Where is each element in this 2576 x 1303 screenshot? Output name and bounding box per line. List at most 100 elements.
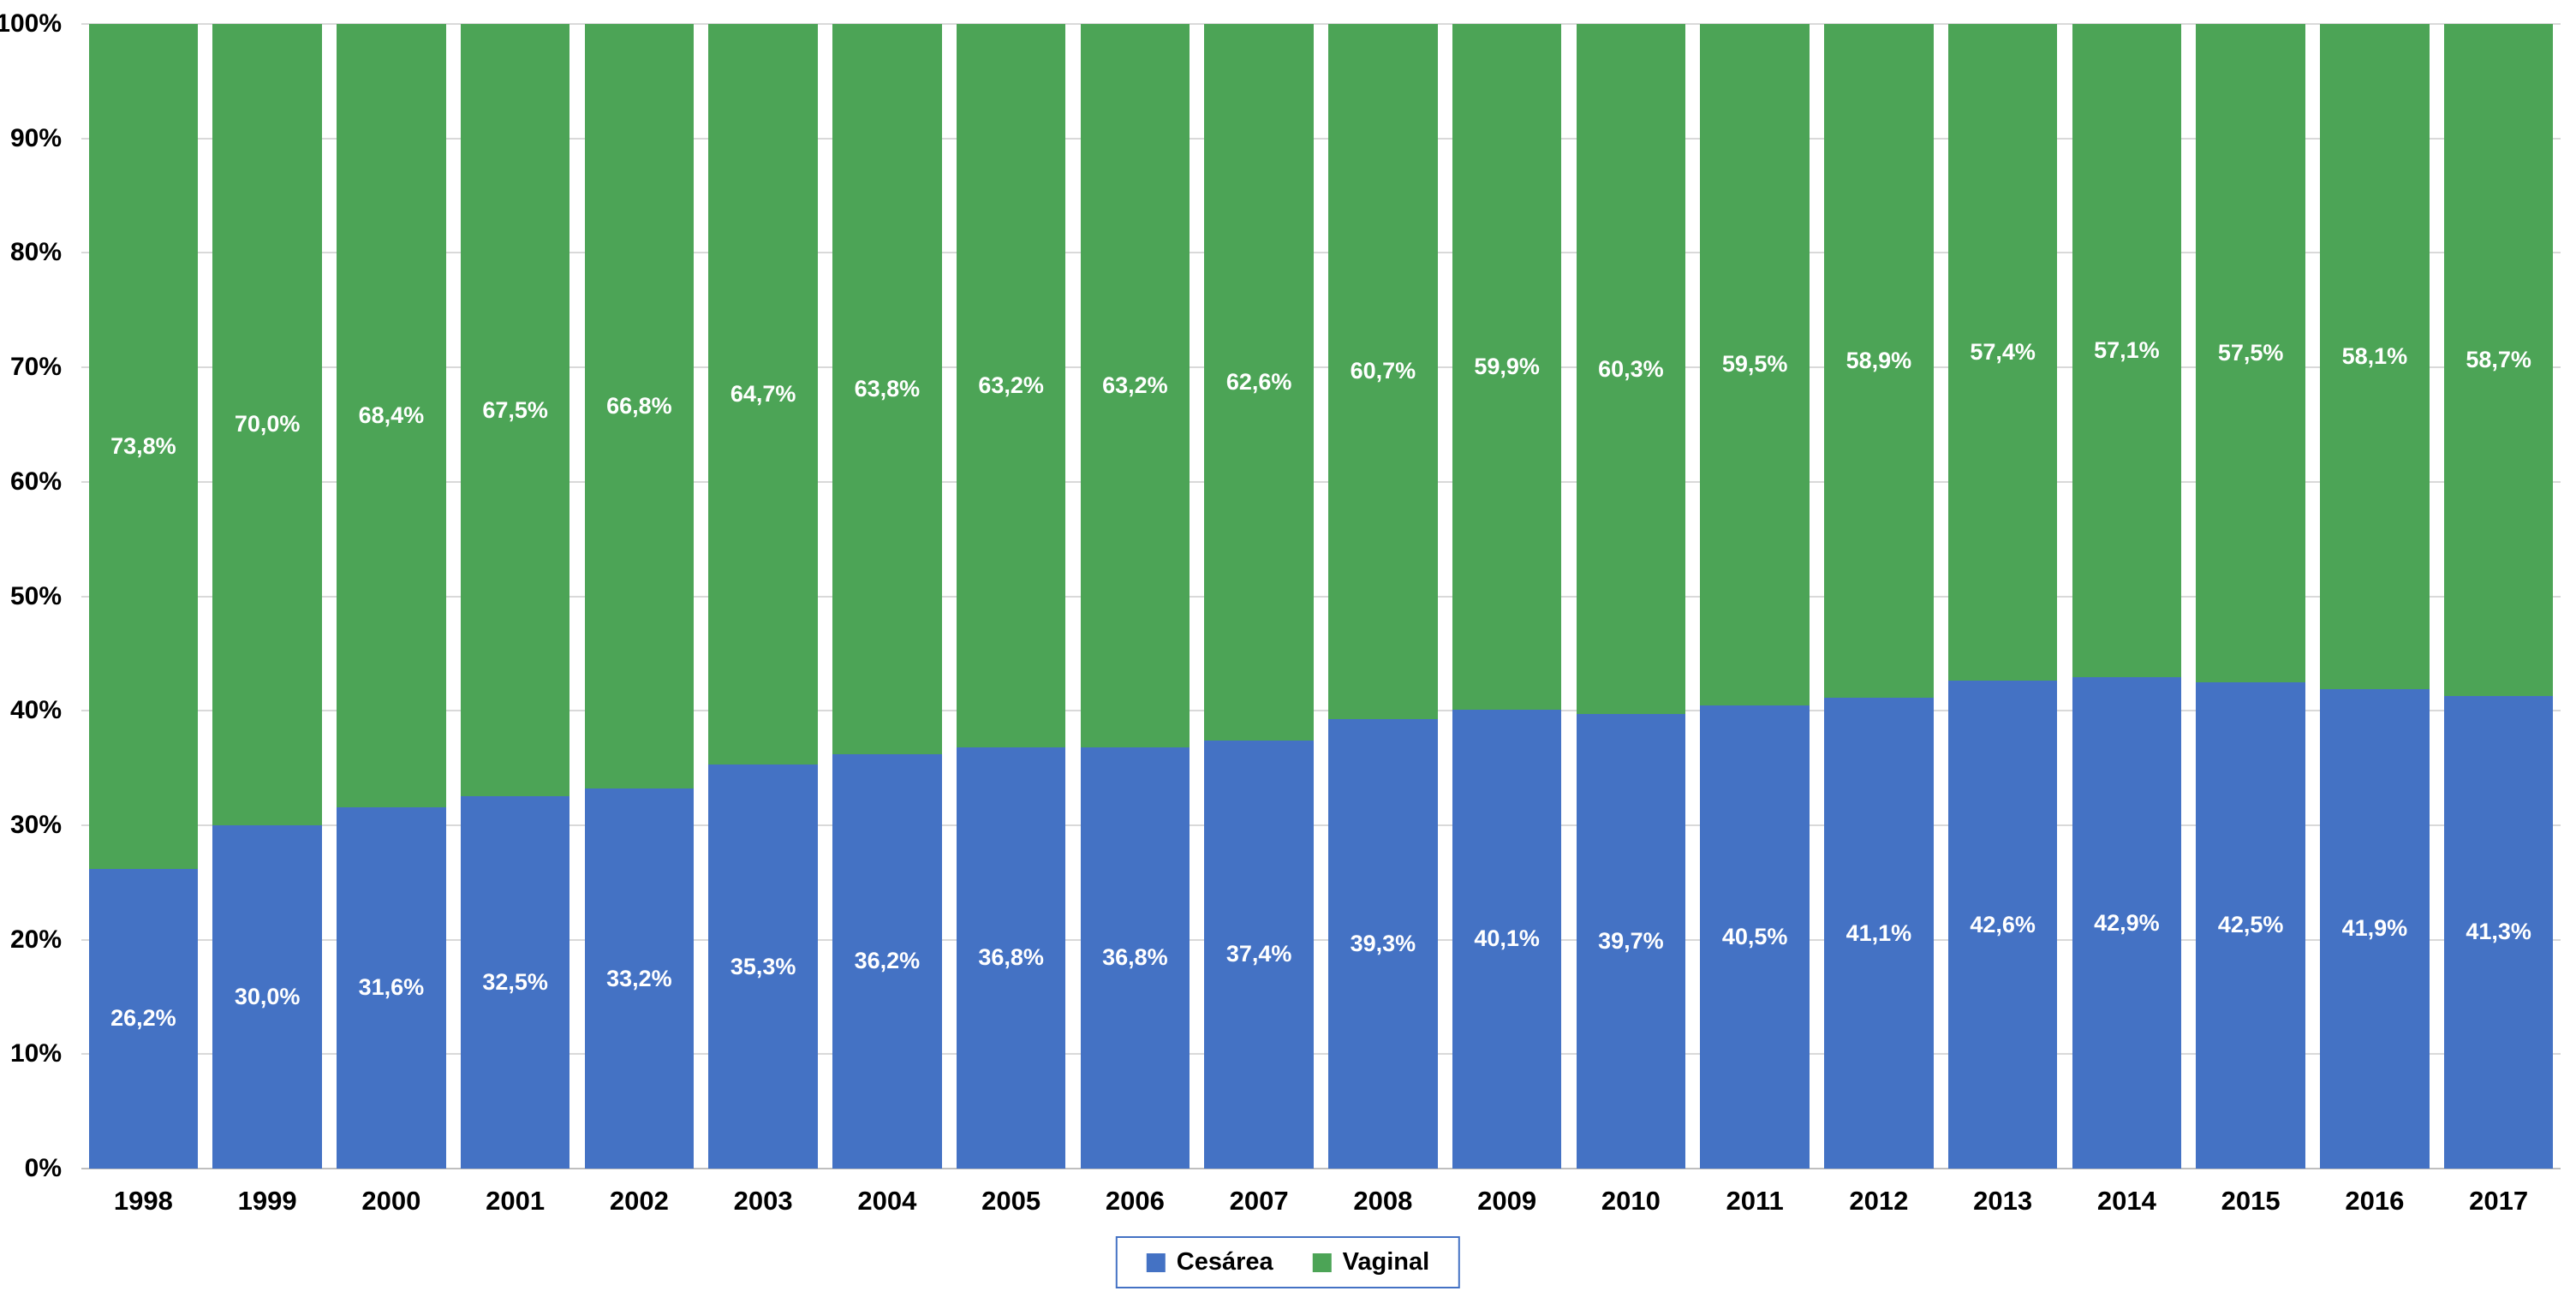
bar-value-label: 62,6% [1225, 368, 1292, 395]
bar-value-label: 42,9% [2094, 909, 2160, 936]
legend-label-cesarea: Cesárea [1176, 1248, 1273, 1276]
bar-value-label: 37,4% [1225, 941, 1292, 967]
bar-value-label: 68,4% [358, 402, 425, 428]
x-axis-label: 2006 [1105, 1186, 1165, 1216]
bar: 63,2% 36,8% [1073, 24, 1197, 1169]
bar-segment-cesarea: 42,9% [2072, 677, 2182, 1169]
x-axis-label: 2014 [2096, 1186, 2156, 1216]
bar: 57,1% 42,9% [2065, 24, 2189, 1169]
y-axis-label: 10% [9, 1039, 62, 1068]
bar-value-label: 36,8% [1102, 944, 1168, 971]
plot-area: 73,8% 26,2% 70,0% 30,0% 68,4% 31,6% 67,5% 32,5%… [81, 23, 2561, 1169]
y-axis-label: 60% [9, 467, 62, 496]
x-axis-label: 2005 [981, 1186, 1041, 1216]
bar: 58,7% 41,3% [2436, 24, 2561, 1169]
x-axis: 1998 1999 2000 2001 2002 2003 2004 2005 2006 2007… [81, 1186, 2561, 1217]
bar-value-label: 30,0% [234, 983, 301, 1009]
bar: 59,9% 40,1% [1445, 24, 1569, 1169]
y-axis-label: 100% [0, 9, 62, 38]
x-axis-label: 2008 [1353, 1186, 1413, 1216]
x-axis-label: 1998 [113, 1186, 173, 1216]
bar: 60,7% 39,3% [1321, 24, 1446, 1169]
bar-segment-vaginal: 59,9% [1452, 24, 1562, 710]
x-axis-label: 2010 [1601, 1186, 1661, 1216]
bar-segment-cesarea: 32,5% [460, 796, 570, 1169]
bar-value-label: 41,1% [1846, 919, 1912, 946]
bar-value-label: 64,7% [730, 381, 796, 408]
bar-segment-vaginal: 57,5% [2196, 24, 2305, 682]
bar-segment-vaginal: 57,1% [2072, 24, 2182, 678]
y-axis-label: 40% [9, 696, 62, 725]
x-axis-label: 2009 [1477, 1186, 1537, 1216]
bar-segment-vaginal: 73,8% [88, 24, 199, 869]
bar-value-label: 63,2% [1102, 372, 1168, 398]
bar-segment-vaginal: 58,1% [2320, 24, 2430, 689]
bar-value-label: 40,5% [1721, 923, 1788, 949]
y-axis-label: 90% [9, 123, 62, 152]
bar-value-label: 41,3% [2466, 919, 2531, 945]
bar-segment-cesarea: 39,3% [1328, 718, 1438, 1169]
bar-value-label: 67,5% [482, 396, 548, 423]
legend-swatch-cesarea [1146, 1252, 1166, 1272]
bar-segment-vaginal: 66,8% [584, 24, 695, 789]
bar-value-label: 41,9% [2341, 915, 2408, 942]
bar-value-label: 60,7% [1350, 358, 1416, 384]
gridline [81, 252, 2561, 254]
bar-value-label: 63,2% [978, 372, 1044, 398]
bar-value-label: 42,6% [1970, 911, 2036, 937]
bar-value-label: 59,9% [1474, 353, 1540, 379]
x-axis-label: 2004 [857, 1186, 917, 1216]
x-axis-label: 2015 [2221, 1186, 2281, 1216]
bar: 58,1% 41,9% [2313, 24, 2437, 1169]
y-axis-label: 30% [9, 810, 62, 839]
bar: 66,8% 33,2% [577, 24, 701, 1169]
x-axis-label: 2016 [2345, 1186, 2405, 1216]
bar-segment-cesarea: 33,2% [584, 788, 695, 1169]
y-axis-label: 20% [9, 925, 62, 954]
legend-item-cesarea: Cesárea [1146, 1248, 1273, 1276]
bar-segment-cesarea: 40,1% [1452, 709, 1562, 1169]
bar: 63,2% 36,8% [949, 24, 1073, 1169]
gridlines [81, 23, 2561, 1169]
bar: 64,7% 35,3% [701, 24, 826, 1169]
bar-value-label: 35,3% [730, 953, 796, 979]
bar-value-label: 36,2% [854, 948, 921, 974]
y-axis-label: 70% [9, 353, 62, 382]
bar: 63,8% 36,2% [826, 24, 950, 1169]
bar-segment-vaginal: 63,2% [956, 24, 1066, 747]
bar: 67,5% 32,5% [453, 24, 577, 1169]
bar-value-label: 63,8% [854, 376, 921, 402]
bar-value-label: 57,1% [2094, 337, 2160, 364]
gridline [81, 824, 2561, 826]
bar-value-label: 58,7% [2466, 346, 2531, 372]
bar: 68,4% 31,6% [330, 24, 454, 1169]
legend-label-vaginal: Vaginal [1342, 1248, 1430, 1276]
bar-value-label: 58,1% [2341, 342, 2408, 369]
gridline [81, 366, 2561, 369]
y-axis-label: 80% [9, 238, 62, 267]
bar-segment-vaginal: 59,5% [1700, 24, 1810, 705]
bar: 59,5% 40,5% [1693, 24, 1817, 1169]
x-axis-label: 2013 [1973, 1186, 2033, 1216]
bar-segment-cesarea: 41,1% [1824, 698, 1934, 1169]
x-axis-label: 2001 [486, 1186, 546, 1216]
legend-item-vaginal: Vaginal [1312, 1248, 1430, 1276]
bar-value-label: 26,2% [110, 1005, 176, 1032]
gridline [81, 137, 2561, 140]
bar-segment-vaginal: 68,4% [337, 24, 446, 807]
bar-segment-cesarea: 35,3% [708, 765, 818, 1169]
bar-segment-vaginal: 70,0% [212, 24, 322, 825]
bar-value-label: 32,5% [482, 969, 548, 996]
bar-segment-vaginal: 63,8% [832, 24, 942, 754]
y-axis-label: 50% [9, 581, 62, 610]
bar-segment-vaginal: 58,7% [2443, 24, 2554, 696]
bar-value-label: 39,7% [1598, 928, 1664, 955]
bar: 57,5% 42,5% [2189, 24, 2313, 1169]
gridline [81, 710, 2561, 712]
bar-value-label: 40,1% [1474, 925, 1540, 952]
bar-segment-cesarea: 36,8% [956, 747, 1066, 1169]
gridline [81, 23, 2561, 25]
bar-segment-cesarea: 36,2% [832, 754, 942, 1169]
bar-value-label: 73,8% [110, 432, 176, 459]
bar-value-label: 58,9% [1846, 348, 1912, 374]
